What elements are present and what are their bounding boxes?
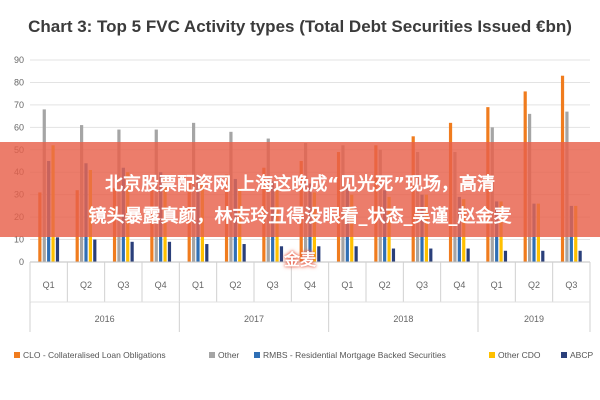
- bar: [242, 244, 246, 262]
- bar: [541, 250, 545, 262]
- year-label: 2018: [393, 314, 413, 324]
- x-tick-label: Q3: [565, 280, 577, 290]
- x-tick-label: Q2: [379, 280, 391, 290]
- bar: [279, 246, 284, 262]
- legend-swatch: [209, 352, 215, 358]
- legend-swatch: [254, 352, 260, 358]
- bar: [93, 239, 97, 262]
- legend-label: Other CDO: [498, 350, 541, 360]
- x-tick-label: Q4: [453, 280, 465, 290]
- year-label: 2019: [524, 314, 544, 324]
- legend-swatch: [561, 352, 567, 358]
- year-label: 2016: [95, 314, 115, 324]
- x-tick-label: Q1: [43, 280, 55, 290]
- x-tick-label: Q4: [155, 280, 167, 290]
- bar: [130, 241, 134, 262]
- legend-swatch: [14, 352, 20, 358]
- legend-swatch: [489, 352, 495, 358]
- x-tick-label: Q1: [192, 280, 204, 290]
- legend-label: ABCP: [570, 350, 593, 360]
- y-tick-label: 80: [14, 77, 24, 87]
- legend-label: CLO - Collateralised Loan Obligations: [23, 350, 166, 360]
- overlay-line-1: 北京股票配资网 上海这晚成“见光死”现场，高清: [105, 174, 495, 195]
- bar: [317, 246, 321, 262]
- x-tick-label: Q1: [341, 280, 353, 290]
- year-label: 2017: [244, 314, 264, 324]
- y-tick-label: 10: [14, 235, 24, 245]
- x-tick-label: Q3: [267, 280, 279, 290]
- y-tick-label: 90: [14, 55, 24, 65]
- bar: [578, 250, 582, 262]
- chart-title: Chart 3: Top 5 FVC Activity types (Total…: [28, 17, 572, 36]
- bar: [429, 248, 433, 262]
- x-tick-label: Q4: [304, 280, 316, 290]
- overlay-line-3: 金麦: [283, 250, 316, 269]
- bar: [205, 244, 209, 262]
- bar: [466, 248, 470, 262]
- x-axis: Q1 Q2 Q3 Q4 Q1 Q2 Q3 Q4 Q1 Q2 Q3 Q4 Q1 Q2 Q3 2016 2017 20…: [29, 261, 591, 332]
- legend-label: Other: [218, 350, 239, 360]
- legend: CLO - Collateralised Loan Obligations Oth…: [14, 350, 593, 360]
- x-tick-label: Q3: [416, 280, 428, 290]
- overlay-banner: 北京股票配资网 上海这晚成“见光死”现场，高清 镜头暴露真颜，林志玲丑得没眼看_…: [0, 142, 600, 237]
- x-tick-label: Q2: [80, 280, 92, 290]
- y-tick-label: 60: [14, 122, 24, 132]
- x-tick-label: Q3: [117, 280, 129, 290]
- y-tick-label: 0: [19, 257, 24, 267]
- legend-label: RMBS - Residential Mortgage Backed Secur…: [263, 350, 446, 360]
- x-tick-label: Q1: [491, 280, 503, 290]
- bar: [354, 246, 358, 262]
- x-tick-label: Q2: [528, 280, 540, 290]
- bar: [391, 248, 396, 262]
- x-tick-label: Q2: [229, 280, 241, 290]
- bar: [55, 237, 60, 262]
- bar: [167, 241, 172, 262]
- bar: [503, 250, 508, 262]
- y-tick-label: 70: [14, 100, 24, 110]
- overlay-line-2: 镜头暴露真颜，林志玲丑得没眼看_状态_吴谨_赵金麦: [88, 206, 512, 227]
